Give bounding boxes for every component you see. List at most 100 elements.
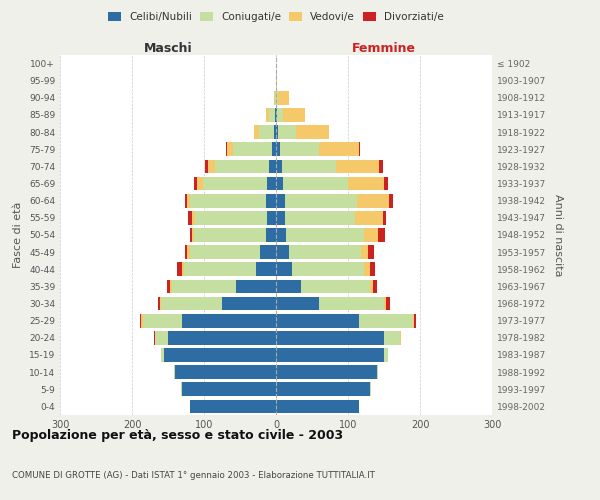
Bar: [292, 262, 364, 276]
Bar: [276, 262, 292, 276]
Bar: [276, 382, 370, 396]
Bar: [256, 262, 276, 276]
Bar: [373, 280, 377, 293]
Bar: [276, 74, 277, 88]
Bar: [269, 160, 276, 173]
Bar: [368, 246, 374, 259]
Bar: [142, 314, 143, 328]
Bar: [205, 160, 208, 173]
Bar: [276, 228, 286, 242]
Bar: [276, 91, 278, 104]
Bar: [190, 228, 192, 242]
Bar: [266, 228, 276, 242]
Bar: [319, 142, 359, 156]
Bar: [413, 314, 414, 328]
Bar: [188, 211, 192, 224]
Bar: [161, 348, 164, 362]
Bar: [384, 331, 400, 344]
Bar: [194, 228, 266, 242]
Bar: [361, 246, 368, 259]
Bar: [275, 108, 276, 122]
Bar: [276, 400, 359, 413]
Bar: [155, 331, 168, 344]
Bar: [370, 382, 371, 396]
Bar: [289, 246, 361, 259]
Bar: [384, 296, 386, 310]
Bar: [190, 246, 260, 259]
Bar: [359, 314, 413, 328]
Bar: [355, 211, 383, 224]
Bar: [383, 211, 386, 224]
Text: COMUNE DI GROTTE (AG) - Dati ISTAT 1° gennaio 2003 - Elaborazione TUTTITALIA.IT: COMUNE DI GROTTE (AG) - Dati ISTAT 1° ge…: [12, 471, 375, 480]
Bar: [283, 108, 305, 122]
Bar: [143, 314, 182, 328]
Bar: [276, 314, 359, 328]
Bar: [268, 211, 276, 224]
Bar: [266, 108, 269, 122]
Bar: [364, 262, 370, 276]
Bar: [275, 91, 276, 104]
Bar: [386, 296, 390, 310]
Bar: [168, 331, 276, 344]
Bar: [400, 331, 401, 344]
Bar: [164, 348, 276, 362]
Bar: [276, 331, 384, 344]
Bar: [276, 176, 283, 190]
Bar: [140, 314, 142, 328]
Y-axis label: Anni di nascita: Anni di nascita: [553, 194, 563, 276]
Bar: [379, 160, 383, 173]
Bar: [190, 194, 266, 207]
Bar: [384, 176, 388, 190]
Bar: [276, 142, 280, 156]
Bar: [226, 142, 227, 156]
Bar: [182, 314, 276, 328]
Bar: [276, 126, 278, 139]
Bar: [280, 142, 319, 156]
Bar: [283, 176, 348, 190]
Bar: [170, 280, 172, 293]
Bar: [336, 160, 379, 173]
Bar: [276, 366, 377, 379]
Bar: [197, 176, 203, 190]
Bar: [260, 246, 276, 259]
Bar: [167, 280, 170, 293]
Bar: [176, 262, 182, 276]
Bar: [282, 160, 336, 173]
Bar: [222, 296, 276, 310]
Legend: Celibi/Nubili, Coniugati/e, Vedovi/e, Divorziati/e: Celibi/Nubili, Coniugati/e, Vedovi/e, Di…: [104, 8, 448, 26]
Bar: [319, 296, 384, 310]
Bar: [192, 211, 196, 224]
Bar: [378, 228, 385, 242]
Text: Femmine: Femmine: [352, 42, 416, 55]
Bar: [276, 160, 282, 173]
Bar: [194, 176, 197, 190]
Bar: [185, 246, 187, 259]
Bar: [301, 280, 370, 293]
Bar: [254, 126, 259, 139]
Bar: [268, 176, 276, 190]
Bar: [348, 176, 384, 190]
Bar: [370, 280, 373, 293]
Bar: [266, 194, 276, 207]
Bar: [161, 296, 222, 310]
Bar: [296, 126, 329, 139]
Bar: [377, 366, 378, 379]
Bar: [384, 348, 388, 362]
Bar: [364, 228, 378, 242]
Bar: [208, 160, 215, 173]
Bar: [227, 142, 233, 156]
Bar: [274, 91, 275, 104]
Bar: [203, 176, 268, 190]
Bar: [187, 194, 190, 207]
Bar: [284, 211, 355, 224]
Bar: [158, 296, 160, 310]
Bar: [359, 142, 360, 156]
Bar: [190, 400, 276, 413]
Bar: [233, 142, 272, 156]
Bar: [389, 194, 392, 207]
Bar: [276, 211, 284, 224]
Bar: [356, 194, 389, 207]
Bar: [414, 314, 416, 328]
Bar: [286, 228, 364, 242]
Bar: [370, 262, 376, 276]
